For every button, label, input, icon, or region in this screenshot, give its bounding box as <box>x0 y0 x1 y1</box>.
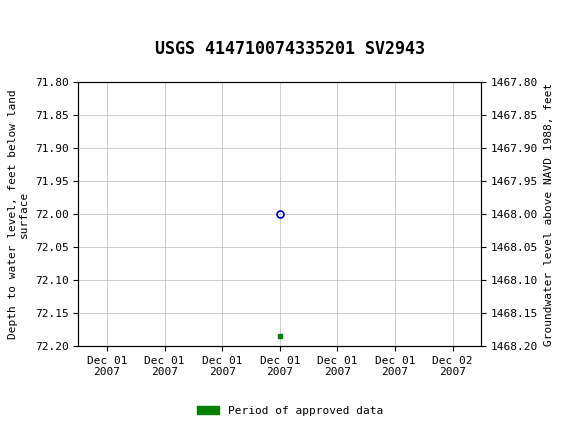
Y-axis label: Depth to water level, feet below land
surface: Depth to water level, feet below land su… <box>8 89 29 339</box>
Text: USGS: USGS <box>32 11 87 29</box>
Y-axis label: Groundwater level above NAVD 1988, feet: Groundwater level above NAVD 1988, feet <box>544 82 554 346</box>
Text: █▒: █▒ <box>3 11 21 29</box>
Legend: Period of approved data: Period of approved data <box>193 401 387 420</box>
Bar <box>3 2 55 38</box>
Text: USGS 414710074335201 SV2943: USGS 414710074335201 SV2943 <box>155 40 425 58</box>
